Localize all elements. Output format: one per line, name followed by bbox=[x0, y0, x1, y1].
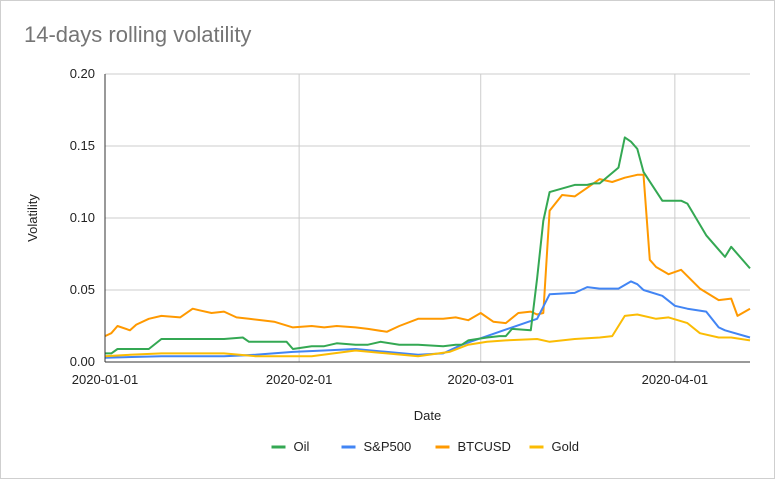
series-line-btcusd bbox=[104, 173, 751, 338]
legend-label-oil: Oil bbox=[294, 439, 310, 454]
x-axis-title: Date bbox=[414, 408, 441, 423]
y-tick-label: 0.20 bbox=[70, 66, 95, 81]
series-line-oil bbox=[105, 136, 751, 355]
y-tick-label: 0.15 bbox=[70, 138, 95, 153]
axes: 0.00 0.05 0.10 0.15 0.20 2020-01-01 2020-02-01… bbox=[70, 66, 750, 387]
legend-label-s-p500: S&P500 bbox=[364, 439, 412, 454]
series-line-s-p500 bbox=[104, 280, 751, 359]
y-axis-title: Volatility bbox=[25, 194, 40, 242]
x-tick-label: 2020-04-01 bbox=[642, 372, 709, 387]
y-tick-label: 0.05 bbox=[70, 282, 95, 297]
legend-label-gold: Gold bbox=[552, 439, 579, 454]
x-tick-label: 2020-03-01 bbox=[447, 372, 514, 387]
series-lines bbox=[104, 136, 751, 359]
legend-label-btcusd: BTCUSD bbox=[458, 439, 511, 454]
series-line-gold bbox=[104, 313, 751, 358]
chart-title: 14-days rolling volatility bbox=[24, 22, 252, 47]
x-tick-label: 2020-02-01 bbox=[266, 372, 333, 387]
x-tick-label: 2020-01-01 bbox=[72, 372, 139, 387]
y-tick-label: 0.00 bbox=[70, 354, 95, 369]
y-tick-label: 0.10 bbox=[70, 210, 95, 225]
legend: Oil S&P500 BTCUSD Gold bbox=[271, 439, 579, 454]
gridlines bbox=[105, 73, 750, 362]
